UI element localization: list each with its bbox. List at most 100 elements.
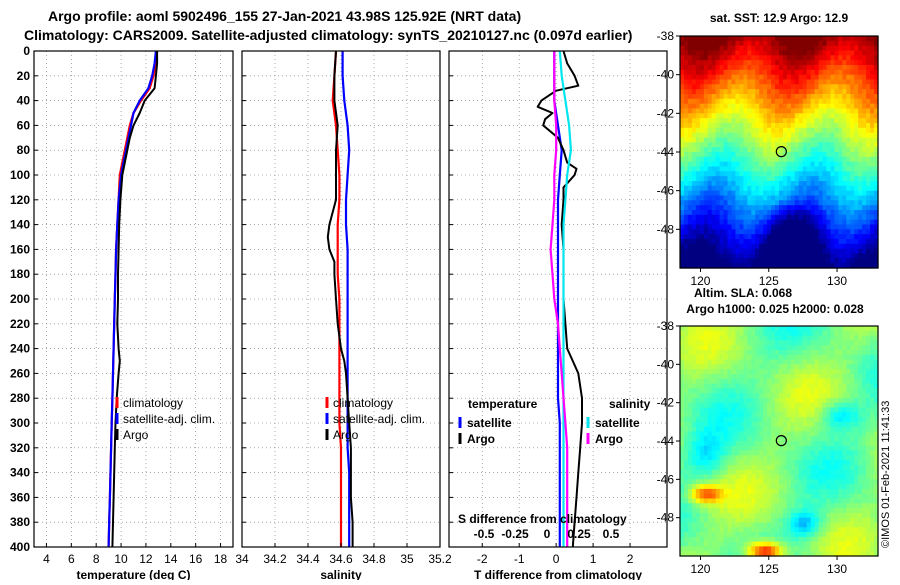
sst-map-cell	[680, 239, 685, 244]
sst-map-cell	[720, 60, 725, 65]
sst-map-cell	[775, 70, 780, 75]
sla-map-cell	[775, 513, 780, 518]
sla-map-cell	[739, 345, 744, 350]
sst-map-cell	[735, 109, 740, 114]
sla-map-cell	[827, 479, 832, 484]
sst-map-cell	[827, 229, 832, 234]
sla-map-cell	[728, 455, 733, 460]
sst-map-cell	[700, 215, 705, 220]
sst-map-cell	[858, 176, 863, 181]
sla-map-cell	[759, 446, 764, 451]
sla-map-cell	[696, 384, 701, 389]
sst-map-cell	[688, 109, 693, 114]
sst-map-cell	[728, 133, 733, 138]
sla-map-cell	[799, 436, 804, 441]
depth-tick-label: 260	[10, 366, 30, 380]
sst-map-cell	[759, 65, 764, 70]
sst-map-cell	[700, 162, 705, 167]
sst-map-cell	[696, 157, 701, 162]
sla-map-cell	[854, 460, 859, 465]
sla-map-cell	[795, 427, 800, 432]
sst-map-cell	[700, 205, 705, 210]
sla-map-cell	[720, 355, 725, 360]
sst-map-cell	[759, 36, 764, 41]
sst-map-cell	[858, 113, 863, 118]
sla-map-cell	[735, 364, 740, 369]
sla-map-cell	[708, 537, 713, 542]
sst-map-cell	[858, 118, 863, 123]
sla-map-cell	[728, 499, 733, 504]
sst-map-ytick-label: -46	[657, 184, 675, 198]
sla-map-cell	[787, 384, 792, 389]
sla-map-cell	[696, 379, 701, 384]
sst-map-cell	[775, 46, 780, 51]
sst-map-cell	[827, 65, 832, 70]
sla-map-cell	[755, 393, 760, 398]
sst-map-cell	[795, 94, 800, 99]
sst-map-cell	[795, 191, 800, 196]
sla-map-cell	[759, 393, 764, 398]
sla-map-cell	[775, 470, 780, 475]
sst-map-cell	[799, 70, 804, 75]
sst-map-cell	[775, 138, 780, 143]
sst-map-cell	[787, 167, 792, 172]
sla-map-cell	[755, 374, 760, 379]
sla-map-cell	[834, 388, 839, 393]
sla-map-cell	[827, 484, 832, 489]
sst-map-cell	[728, 80, 733, 85]
sst-map-cell	[739, 75, 744, 80]
sst-map-cell	[708, 94, 713, 99]
sla-map-cell	[680, 460, 685, 465]
sst-map-cell	[755, 186, 760, 191]
sla-map-cell	[755, 518, 760, 523]
sla-map-cell	[728, 422, 733, 427]
sst-map-cell	[728, 205, 733, 210]
sla-map-cell	[720, 331, 725, 336]
sst-map-cell	[680, 36, 685, 41]
sla-map-cell	[827, 331, 832, 336]
sla-map-cell	[858, 465, 863, 470]
sst-map-cell	[858, 244, 863, 249]
sla-map-cell	[708, 350, 713, 355]
sst-map-cell	[755, 55, 760, 60]
sla-map-cell	[767, 412, 772, 417]
sla-map-cell	[716, 508, 721, 513]
sst-map-cell	[775, 36, 780, 41]
sst-map-cell	[779, 162, 784, 167]
sst-map-cell	[827, 205, 832, 210]
sla-map-cell	[815, 422, 820, 427]
sst-map-cell	[680, 65, 685, 70]
sla-map-cell	[854, 398, 859, 403]
sla-map-cell	[716, 532, 721, 537]
sst-map-cell	[688, 234, 693, 239]
sst-map-cell	[755, 152, 760, 157]
sla-map-cell	[834, 479, 839, 484]
sla-map-cell	[838, 331, 843, 336]
sst-map-cell	[838, 123, 843, 128]
sst-map-cell	[838, 118, 843, 123]
sst-map-cell	[854, 60, 859, 65]
sst-map-cell	[696, 186, 701, 191]
sla-map-cell	[747, 326, 752, 331]
sla-map-cell	[846, 460, 851, 465]
sla-map-cell	[795, 451, 800, 456]
sla-map-cell	[728, 503, 733, 508]
sst-map-cell	[716, 41, 721, 46]
depth-tick-label: 300	[10, 416, 30, 430]
sst-map-cell	[747, 176, 752, 181]
sst-map-cell	[858, 191, 863, 196]
sst-map-cell	[735, 210, 740, 215]
sst-map-cell	[866, 104, 871, 109]
sst-map-cell	[846, 94, 851, 99]
sst-map-ytick-label: -38	[657, 29, 675, 43]
sla-map-cell	[728, 508, 733, 513]
sst-map-cell	[858, 152, 863, 157]
sla-map-cell	[858, 503, 863, 508]
sst-map-cell	[819, 142, 824, 147]
depth-tick-label: 320	[10, 441, 30, 455]
sla-map-cell	[708, 374, 713, 379]
sst-map-cell	[838, 249, 843, 254]
sla-map-cell	[708, 489, 713, 494]
sst-map-cell	[720, 171, 725, 176]
sla-map-cell	[700, 350, 705, 355]
